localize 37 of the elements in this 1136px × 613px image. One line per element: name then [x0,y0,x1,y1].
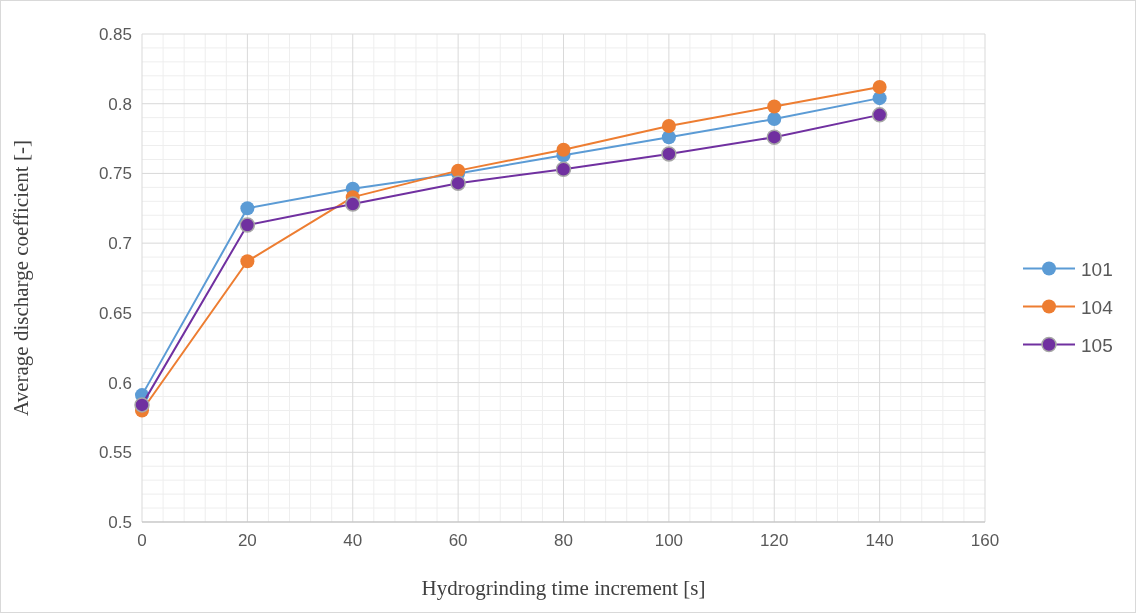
x-tick-label: 0 [137,531,147,550]
y-tick-label: 0.85 [98,25,132,44]
x-tick-label: 20 [237,531,257,550]
y-axis-title: Average discharge coefficient [-] [9,140,33,416]
point [134,397,150,413]
point [556,142,571,157]
point [871,107,888,123]
x-tick-label: 160 [970,531,1000,550]
point [661,146,677,162]
y-tick-label: 0.6 [108,373,132,393]
point [555,161,572,177]
point [767,99,782,114]
point [239,217,256,233]
x-tick-label: 100 [654,531,684,550]
point [766,129,782,145]
legend-label: 101 [1081,258,1113,280]
point [767,112,782,127]
point [450,175,466,191]
legend-label: 104 [1081,296,1114,318]
point [872,79,887,94]
y-tick-label: 0.5 [108,513,132,532]
point [240,201,255,216]
x-tick-label: 140 [865,531,894,550]
x-tick-label: 40 [343,531,363,550]
point [345,196,361,212]
y-tick-label: 0.55 [98,443,132,463]
y-tick-label: 0.7 [108,234,132,254]
point [661,119,676,134]
y-tick-label: 0.8 [108,94,132,114]
x-axis-title: Hydrogrinding time increment [s] [421,576,706,600]
point [240,254,255,269]
x-tick-label: 60 [448,531,468,550]
y-tick-label: 0.65 [98,303,132,323]
x-tick-label: 120 [760,531,789,550]
legend-label: 105 [1081,334,1113,356]
y-tick-label: 0.75 [98,164,132,184]
x-tick-label: 80 [554,531,573,550]
